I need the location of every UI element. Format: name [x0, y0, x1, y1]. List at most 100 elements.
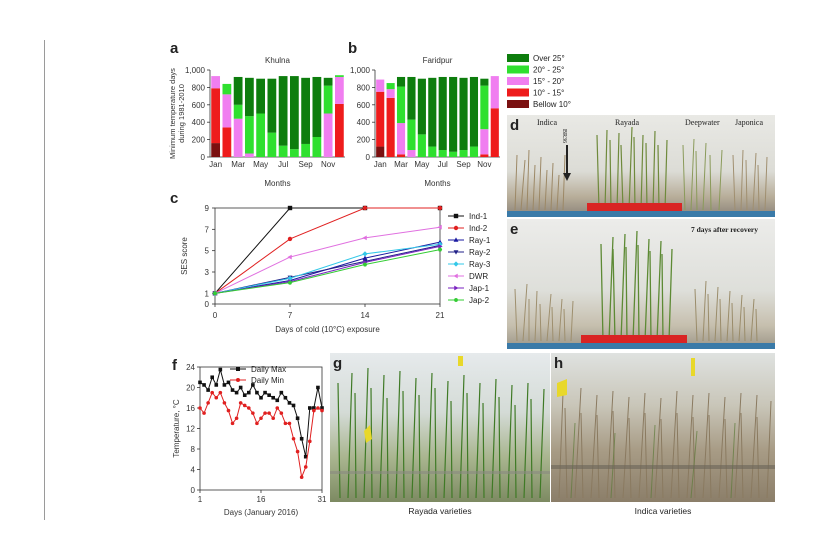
data-point-daily-max [283, 395, 288, 400]
y-tick-label: 400 [357, 118, 371, 127]
data-point-daily-max [247, 390, 251, 395]
x-tick-label: Nov [321, 160, 335, 169]
data-point-daily-min [214, 395, 219, 400]
series-line-ind-2 [214, 207, 440, 294]
data-point-daily-min [263, 411, 267, 415]
x-tick-label: Mar [394, 160, 408, 169]
bar-mar-over-25- [233, 76, 243, 105]
x-tick-label: Nov [477, 160, 491, 169]
stacked-bar-legend: Over 25° 20° - 25° 15° - 20° 10° - 15° Bello… [507, 54, 571, 109]
data-point-daily-min [299, 475, 304, 479]
bar-jul-20-25- [278, 145, 288, 157]
y-tick-label: 0 [205, 300, 210, 309]
x-tick-label: 14 [361, 311, 370, 320]
left-divider [44, 40, 45, 520]
bar-dec-10-15- [334, 103, 344, 157]
bar-feb-20-25- [222, 83, 232, 95]
data-point-daily-max [255, 390, 259, 395]
legend-marker [453, 273, 458, 279]
legend-marker [453, 250, 459, 255]
bar-feb-15-20- [386, 89, 395, 98]
bar-may-20-25- [256, 113, 266, 157]
data-point-ind-2 [287, 236, 293, 242]
data-point-daily-min [275, 406, 280, 410]
y-tick-label: 400 [192, 118, 206, 127]
legend-label: Jap-2 [469, 296, 490, 305]
data-point-daily-min [271, 416, 275, 421]
y-tick-label: 600 [192, 101, 206, 110]
data-point-jap-2 [362, 262, 368, 267]
bar-mar-10-15- [396, 154, 406, 157]
bar-oct-over-25- [469, 76, 479, 147]
y-tick-label: 800 [357, 83, 371, 92]
bar-oct-over-25- [312, 76, 322, 137]
bar-aug-over-25- [449, 76, 458, 152]
x-tick-label: Jan [374, 160, 387, 169]
bar-sep-over-25- [301, 77, 311, 144]
data-point-jap-1 [438, 243, 443, 249]
series-line-jap-2 [214, 249, 441, 294]
legend-label: Ray-3 [469, 260, 491, 269]
panel-letter-b: b [348, 40, 358, 57]
y-tick-label: 800 [192, 83, 206, 92]
data-point-ind-2 [437, 205, 443, 211]
data-point-daily-max [303, 454, 308, 459]
y-tick-label: 1,000 [350, 66, 371, 75]
label-br36: BR36 [561, 129, 567, 144]
data-point-daily-min [198, 406, 202, 410]
legend-label: 15° - 20° [533, 77, 564, 86]
chart-title: Faridpur [423, 56, 453, 65]
legend-marker [453, 237, 459, 242]
bar-apr-20-25- [244, 116, 254, 154]
bar-apr-15-20- [407, 150, 416, 157]
y-axis-label: Temperature, °C [172, 399, 181, 458]
series-line-dwr [214, 226, 441, 294]
x-tick-label: May [253, 160, 268, 169]
data-point-dwr [287, 254, 292, 260]
legend-label: Ind-2 [469, 224, 488, 233]
bar-jun-over-25- [267, 78, 277, 133]
data-point-daily-min [226, 408, 231, 413]
legend-marker [453, 261, 459, 267]
bar-jan-15-20- [376, 79, 385, 92]
data-point-daily-min [255, 421, 259, 426]
photo-h-indica [551, 353, 775, 502]
bar-nov-over-25- [323, 77, 333, 86]
legend-label: DWR [469, 272, 488, 281]
x-tick-label: Jul [278, 160, 288, 169]
data-point-daily-min [238, 401, 243, 405]
legend-marker [236, 367, 240, 371]
chart-c-ses-score: 0 1 3 5 7 9 0 7 14 21 Days of cold (10°C) exposure… [180, 204, 491, 334]
bar-apr-20-25- [407, 119, 416, 151]
data-point-daily-max [271, 395, 275, 400]
bar-may-over-25- [417, 78, 426, 135]
bar-sep-20-25- [459, 150, 468, 157]
data-point-daily-min [242, 403, 247, 408]
data-point-daily-min [316, 406, 320, 410]
legend-label: Jap-1 [469, 284, 490, 293]
panel-letter-h: h [554, 355, 564, 372]
legend-label: Over 25° [533, 54, 565, 63]
chart-a-khulna: 0 200 400 600 800 1,000 Jan Mar May Jul Sep Nov Khul… [168, 56, 345, 188]
data-point-ray-3 [287, 275, 293, 282]
bar-jan-bellow-10- [376, 146, 385, 157]
data-point-daily-min [279, 411, 284, 415]
x-tick-label: 16 [257, 495, 266, 504]
bar-feb-20-25- [386, 83, 395, 90]
data-point-daily-max [316, 385, 320, 390]
photo-d-plants [507, 126, 775, 217]
data-point-daily-max [287, 401, 292, 405]
data-point-daily-min [308, 439, 312, 444]
data-point-daily-min [206, 401, 210, 405]
x-axis-label: Months [264, 179, 290, 188]
data-point-daily-min [247, 406, 251, 410]
photo-d-cold-stress: Indica Rayada Deepwater Japonica BR36 [507, 115, 775, 217]
x-tick-label: 1 [198, 495, 203, 504]
y-tick-label: 0 [201, 153, 206, 162]
panel-letter-d: d [510, 117, 520, 134]
legend-marker [453, 298, 459, 302]
data-point-daily-max [299, 436, 304, 441]
photo-e-plants [507, 230, 775, 349]
x-axis-label: Months [424, 179, 450, 188]
data-point-daily-max [230, 388, 235, 392]
